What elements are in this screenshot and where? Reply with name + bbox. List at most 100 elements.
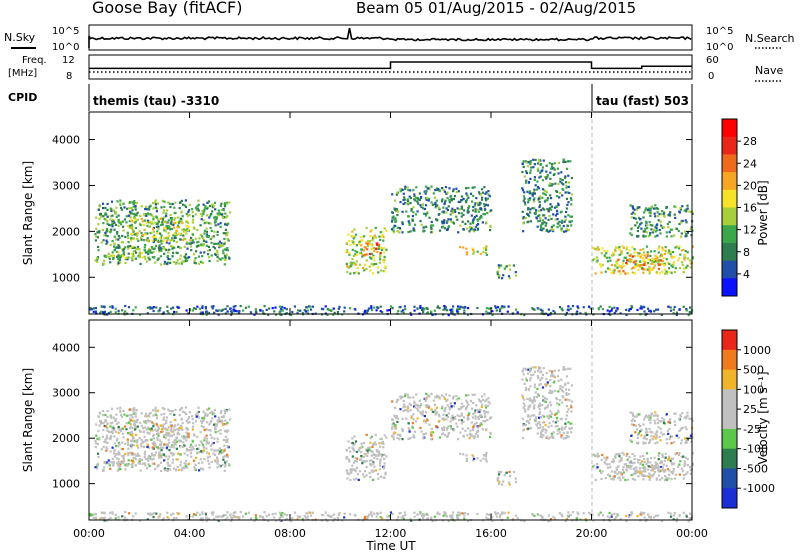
power-cell xyxy=(130,207,133,210)
power-cell xyxy=(152,251,155,254)
power-cell xyxy=(532,166,535,169)
power-cell xyxy=(111,251,114,254)
power-cell xyxy=(117,235,120,238)
velocity-cell xyxy=(406,407,410,410)
power-cell xyxy=(674,246,677,249)
power-cell xyxy=(113,245,116,248)
velocity-cell xyxy=(473,435,476,438)
velocity-cell xyxy=(636,458,639,461)
power-cell xyxy=(303,309,306,312)
power-cell xyxy=(554,218,557,221)
velocity-cell xyxy=(134,427,137,430)
power-cell xyxy=(177,306,180,309)
power-cell xyxy=(679,208,682,211)
power-cell xyxy=(447,314,450,317)
velocity-cell xyxy=(608,474,611,477)
velocity-cell xyxy=(150,429,153,432)
velocity-cell xyxy=(227,446,230,449)
power-cell xyxy=(460,198,463,202)
velocity-cell xyxy=(127,447,130,450)
power-cell xyxy=(403,305,406,308)
power-cell xyxy=(411,215,414,218)
velocity-cell xyxy=(610,478,613,481)
power-cell xyxy=(229,307,232,310)
power-cell xyxy=(547,210,550,213)
power-cell xyxy=(526,208,530,211)
power-cell xyxy=(200,235,204,238)
velocity-cell xyxy=(459,431,462,434)
power-cell xyxy=(489,226,492,229)
power-cell xyxy=(633,212,636,216)
velocity-cell xyxy=(679,428,682,431)
power-cell xyxy=(128,224,131,227)
velocity-cell xyxy=(214,422,217,425)
velocity-cell xyxy=(479,400,482,403)
power-cell xyxy=(370,257,373,260)
power-cell xyxy=(110,209,113,213)
velocity-cell xyxy=(118,428,121,431)
power-cell xyxy=(197,203,200,206)
power-cell xyxy=(181,228,184,231)
power-cell xyxy=(643,229,646,232)
velocity-cell xyxy=(547,417,550,420)
velocity-cell xyxy=(536,375,539,378)
velocity-cell xyxy=(182,445,185,449)
velocity-cell xyxy=(129,423,132,426)
velocity-cell xyxy=(434,413,437,416)
power-cell xyxy=(105,227,108,231)
power-cell xyxy=(135,248,138,251)
velocity-cell xyxy=(148,464,151,467)
power-cell xyxy=(156,218,160,221)
velocity-cell xyxy=(152,447,155,450)
power-cell xyxy=(610,263,613,267)
power-cell xyxy=(648,235,651,238)
power-cell xyxy=(558,224,561,227)
power-cell xyxy=(550,225,553,228)
velocity-cell xyxy=(540,416,543,419)
velocity-cell xyxy=(194,444,197,447)
power-cell xyxy=(182,259,185,263)
velocity-cell xyxy=(458,514,461,517)
power-cell xyxy=(126,225,130,228)
velocity-cell xyxy=(567,381,570,385)
velocity-cell xyxy=(112,464,115,467)
power-cell xyxy=(416,210,419,213)
velocity-cell xyxy=(219,420,222,423)
power-cell xyxy=(362,266,365,269)
power-cell xyxy=(447,225,451,228)
power-cell xyxy=(169,261,172,264)
velocity-cell xyxy=(427,406,430,409)
velocity-cell xyxy=(606,466,610,469)
velocity-cell xyxy=(620,472,623,475)
power-cell xyxy=(546,208,549,211)
power-cell xyxy=(560,227,563,230)
power-cell xyxy=(199,233,202,236)
power-cell xyxy=(112,218,115,221)
power-cell xyxy=(100,305,103,308)
velocity-cell xyxy=(178,427,181,430)
velocity-cell xyxy=(184,412,188,415)
velocity-cell xyxy=(363,475,366,478)
velocity-cell xyxy=(452,511,455,514)
power-cell xyxy=(638,252,641,255)
power-cell xyxy=(682,248,685,252)
colorbar-swatch xyxy=(722,207,737,226)
power-cell xyxy=(117,260,120,263)
velocity-cell xyxy=(407,422,410,425)
power-cell xyxy=(526,161,530,164)
power-cell xyxy=(467,186,470,189)
power-cell xyxy=(217,209,220,212)
velocity-cell xyxy=(202,420,205,423)
power-cell xyxy=(553,311,556,314)
velocity-cell xyxy=(648,478,651,481)
power-cell xyxy=(460,205,463,208)
power-cell xyxy=(365,309,368,312)
velocity-cell xyxy=(219,429,222,432)
power-cell xyxy=(542,188,545,191)
velocity-cell xyxy=(123,425,127,428)
velocity-cell xyxy=(134,433,138,436)
power-cell xyxy=(115,215,118,218)
velocity-cell xyxy=(221,463,224,466)
power-cell xyxy=(538,195,541,198)
power-cell xyxy=(526,190,529,193)
